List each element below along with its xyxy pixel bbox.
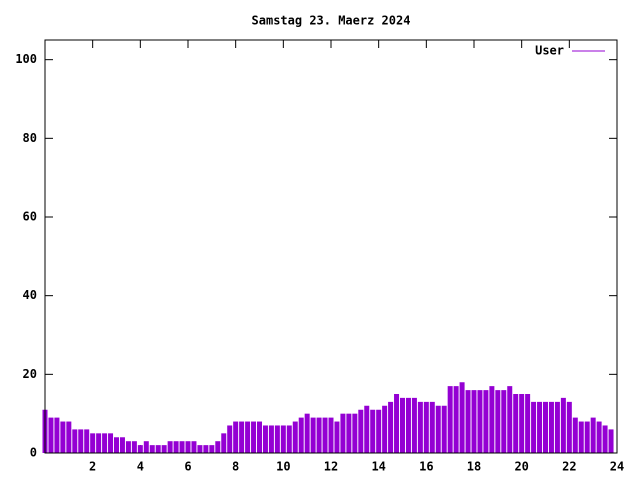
x-tick-label: 22 [562, 460, 576, 474]
legend-label: User [535, 44, 564, 58]
x-tick-label: 6 [184, 460, 191, 474]
x-tick-label: 8 [232, 460, 239, 474]
x-tick-label: 10 [276, 460, 290, 474]
x-tick-label: 18 [467, 460, 481, 474]
chart-title: Samstag 23. Maerz 2024 [252, 14, 411, 28]
y-tick-label: 0 [30, 446, 37, 460]
y-tick-label: 80 [23, 131, 37, 145]
x-tick-label: 16 [419, 460, 433, 474]
x-tick-label: 24 [610, 460, 624, 474]
x-tick-label: 20 [514, 460, 528, 474]
plot-frame [44, 39, 618, 454]
x-tick-label: 14 [371, 460, 385, 474]
y-tick-label: 60 [23, 210, 37, 224]
y-tick-label: 40 [23, 288, 37, 302]
x-tick-label: 2 [89, 460, 96, 474]
x-tick-label: 12 [324, 460, 338, 474]
x-tick-label: 4 [137, 460, 144, 474]
y-tick-label: 100 [15, 52, 37, 66]
y-tick-label: 20 [23, 367, 37, 381]
